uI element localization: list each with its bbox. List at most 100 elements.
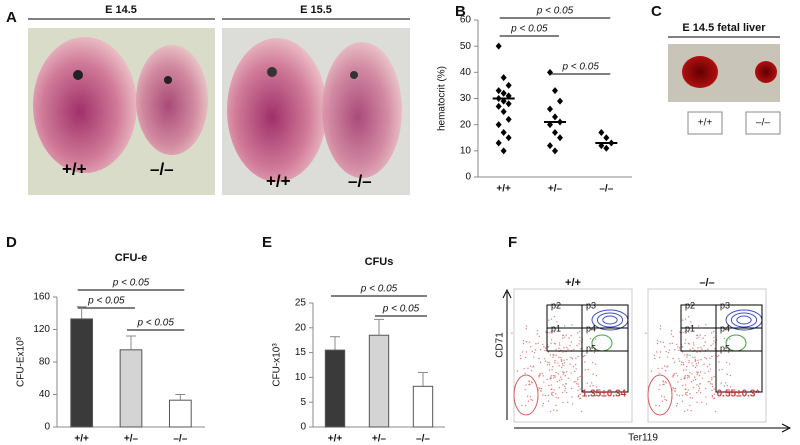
event-dot bbox=[687, 389, 689, 391]
event-dot bbox=[661, 367, 663, 369]
event-dot bbox=[713, 397, 716, 400]
event-dot bbox=[525, 351, 528, 353]
event-dot bbox=[534, 349, 537, 351]
event-dot bbox=[694, 360, 697, 363]
event-dot bbox=[663, 383, 665, 386]
event-dot bbox=[681, 346, 684, 348]
event-dot bbox=[656, 342, 659, 345]
eye bbox=[164, 76, 172, 84]
event-dot bbox=[680, 364, 683, 366]
event-dot bbox=[522, 342, 525, 345]
event-dot bbox=[662, 383, 664, 386]
significance-label: p < 0.05 bbox=[510, 24, 548, 35]
event-dot bbox=[591, 382, 593, 384]
contour bbox=[602, 315, 618, 325]
bar bbox=[70, 318, 94, 428]
event-dot bbox=[536, 329, 539, 332]
y-tick-label: 20 bbox=[460, 119, 472, 130]
event-dot bbox=[544, 358, 546, 360]
event-dot bbox=[686, 356, 688, 358]
event-dot bbox=[524, 388, 526, 391]
event-dot bbox=[713, 393, 715, 396]
event-dot bbox=[674, 348, 676, 351]
event-dot bbox=[558, 356, 560, 359]
event-dot bbox=[552, 394, 554, 396]
event-dot bbox=[697, 325, 700, 327]
panel-label: D bbox=[6, 234, 17, 251]
data-point bbox=[495, 121, 502, 129]
panel-label: A bbox=[6, 9, 17, 26]
event-dot bbox=[697, 371, 699, 374]
event-dot bbox=[692, 347, 694, 349]
x-tick-label: +/+ bbox=[328, 434, 343, 445]
event-dot bbox=[700, 346, 702, 349]
event-dot bbox=[682, 319, 684, 321]
event-dot bbox=[676, 375, 679, 377]
event-dot bbox=[575, 383, 578, 385]
event-dot bbox=[696, 337, 698, 339]
genotype: –/– bbox=[699, 277, 714, 289]
event-dot bbox=[556, 321, 558, 323]
event-dot bbox=[542, 394, 544, 396]
event-dot bbox=[577, 332, 579, 334]
event-dot bbox=[542, 375, 545, 377]
significance-label: p < 0.05 bbox=[136, 318, 174, 329]
event-dot bbox=[682, 362, 684, 364]
event-dot bbox=[669, 343, 671, 345]
event-dot bbox=[579, 375, 581, 378]
y-tick-label: 30 bbox=[460, 93, 472, 104]
event-dot bbox=[544, 360, 547, 362]
event-dot bbox=[685, 393, 687, 396]
event-dot bbox=[529, 396, 532, 398]
event-dot bbox=[567, 377, 570, 379]
event-dot bbox=[672, 357, 674, 360]
event-dot bbox=[664, 369, 667, 372]
event-dot bbox=[558, 347, 560, 349]
event-dot bbox=[673, 373, 675, 375]
event-dot bbox=[543, 381, 545, 383]
event-dot bbox=[713, 388, 715, 390]
event-dot bbox=[575, 381, 577, 383]
genotype-box bbox=[745, 111, 781, 135]
axis-label: CD71 bbox=[495, 332, 506, 358]
event-dot bbox=[589, 337, 592, 340]
event-dot bbox=[552, 377, 555, 379]
data-point bbox=[505, 115, 512, 123]
event-dot bbox=[558, 342, 561, 344]
event-dot bbox=[577, 383, 579, 385]
event-dot bbox=[684, 375, 687, 377]
event-dot bbox=[553, 342, 556, 345]
event-dot bbox=[560, 376, 562, 378]
event-dot bbox=[592, 373, 594, 375]
chart-title: CFUs bbox=[365, 256, 394, 268]
event-dot bbox=[705, 403, 708, 405]
event-dot bbox=[675, 405, 678, 407]
event-dot bbox=[529, 345, 532, 348]
event-dot bbox=[563, 385, 566, 387]
event-dot bbox=[570, 372, 572, 374]
eye bbox=[350, 71, 358, 79]
event-dot bbox=[538, 376, 540, 378]
event-dot bbox=[592, 385, 594, 387]
genotype: –/– bbox=[150, 159, 174, 178]
event-dot bbox=[699, 334, 702, 336]
event-dot bbox=[696, 365, 698, 367]
event-dot bbox=[554, 375, 556, 377]
event-dot bbox=[696, 351, 698, 353]
event-dot bbox=[711, 332, 713, 334]
event-dot bbox=[701, 401, 703, 403]
event-dot bbox=[705, 358, 708, 360]
event-dot bbox=[701, 348, 703, 350]
event-dot bbox=[692, 387, 694, 389]
event-dot bbox=[690, 409, 692, 412]
contour bbox=[513, 374, 539, 416]
event-dot bbox=[683, 378, 685, 380]
event-dot bbox=[525, 384, 527, 386]
y-axis-label: CFU-Ex10³ bbox=[16, 336, 27, 387]
event-dot bbox=[547, 361, 549, 363]
event-dot bbox=[551, 392, 553, 394]
event-dot bbox=[689, 396, 691, 399]
embryo bbox=[33, 37, 137, 173]
event-dot bbox=[539, 390, 542, 392]
event-dot bbox=[684, 339, 687, 341]
